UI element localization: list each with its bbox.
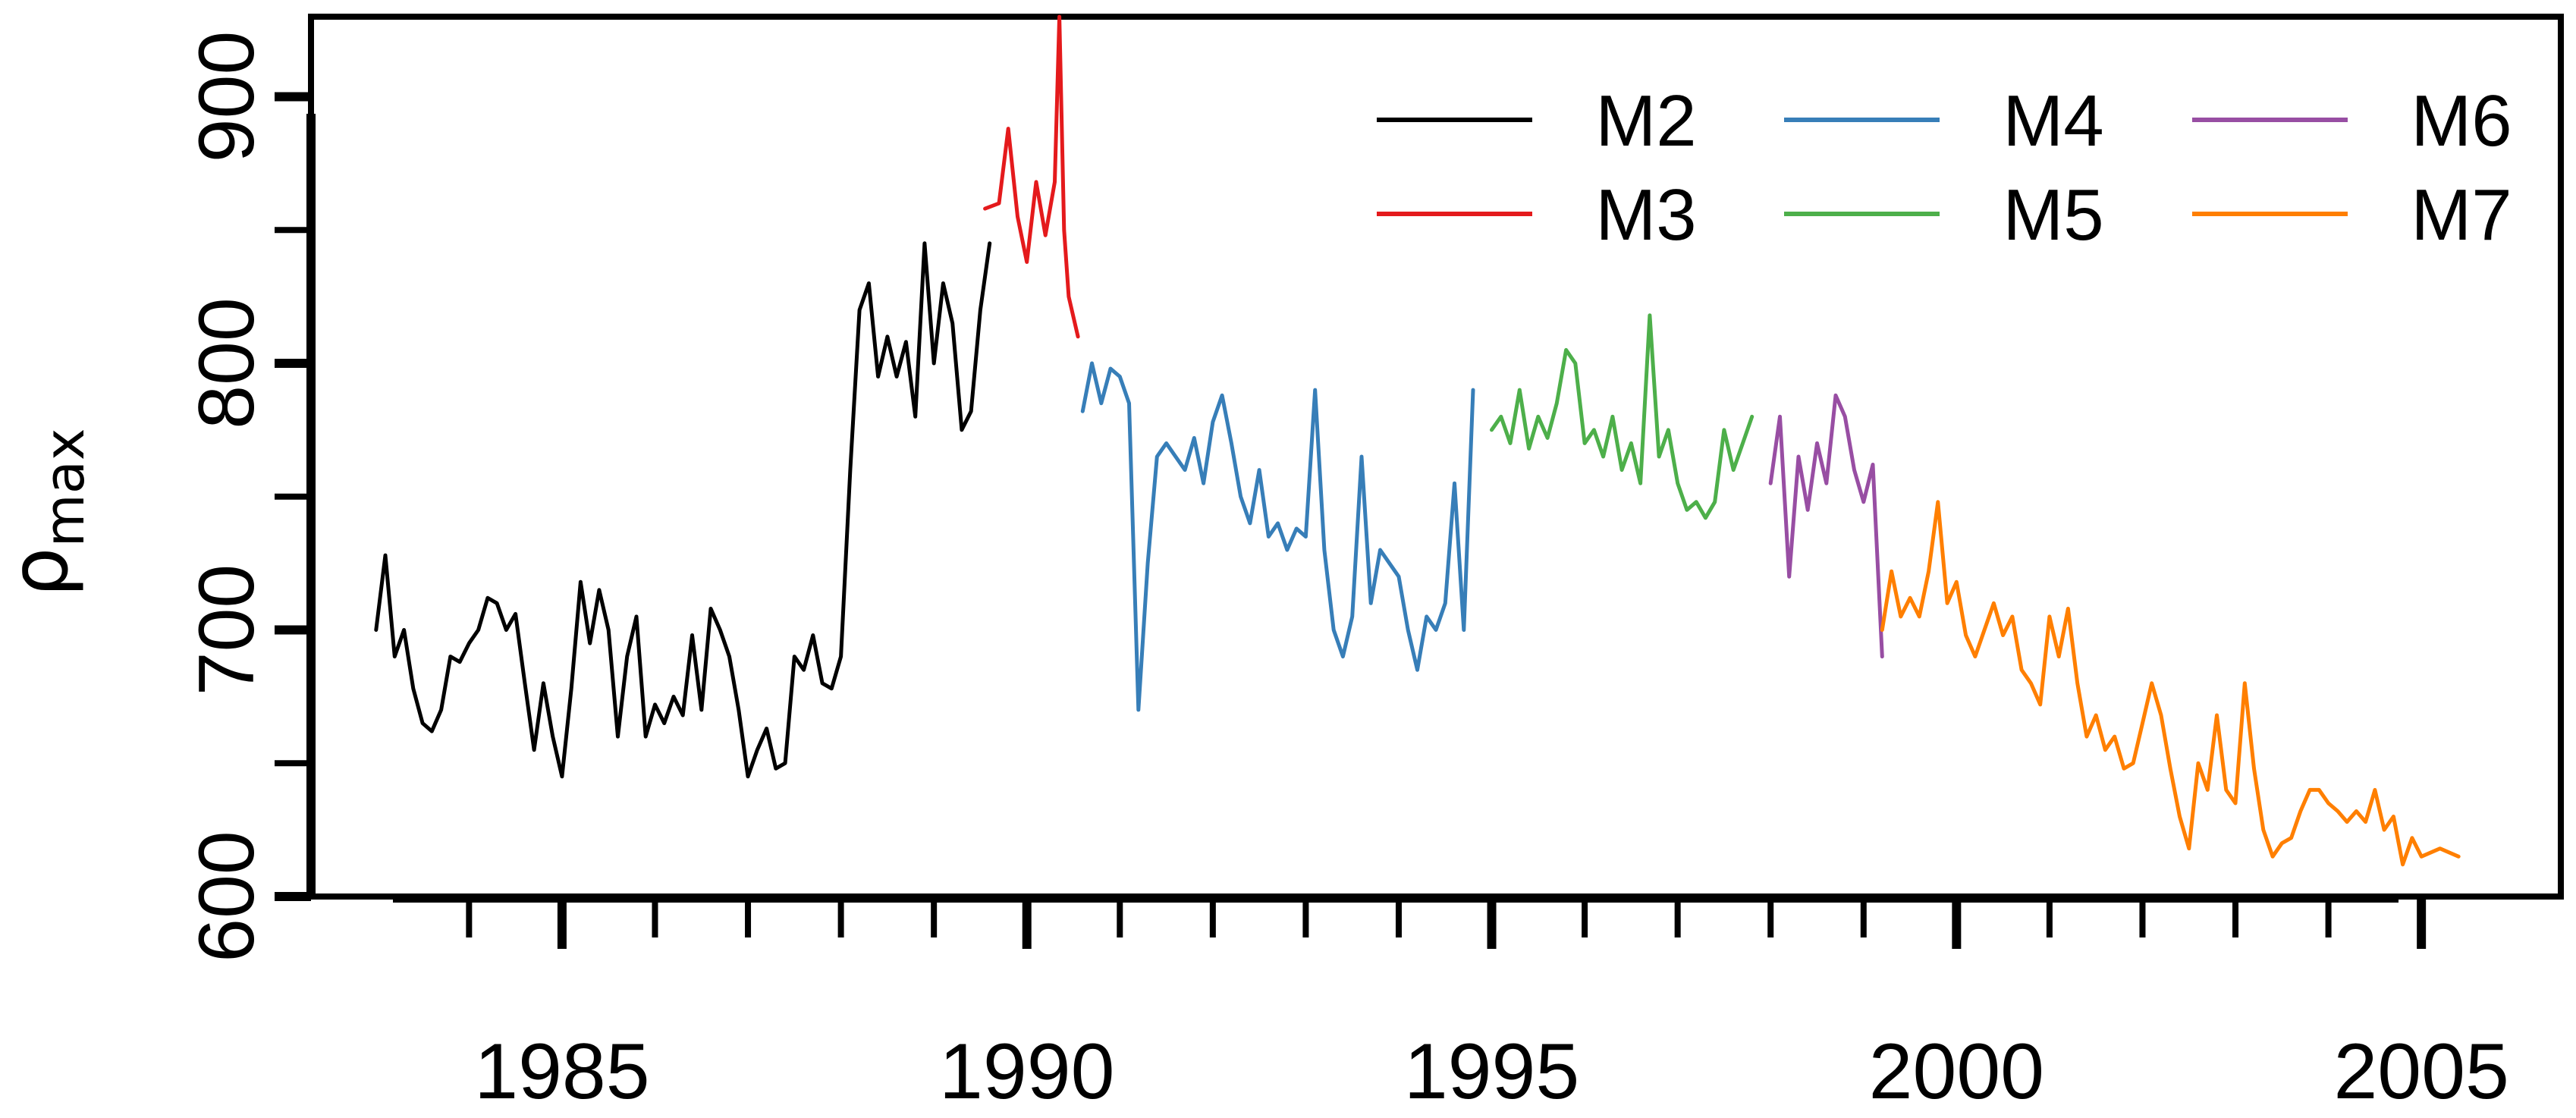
legend: M2 M3 M4 M5 M6 M7	[1377, 80, 2512, 256]
series-line-m4	[1080, 361, 1475, 712]
legend-label-m6: M6	[2411, 80, 2512, 162]
axes: 600 700 800 900 1985 1990 1995 2000 2005	[183, 14, 2564, 1116]
y-axis-label: ρmax	[0, 429, 96, 598]
legend-label-m4: M4	[2003, 80, 2103, 162]
y-tick-label: 700	[183, 564, 271, 696]
legend-label-m3: M3	[1595, 174, 1696, 256]
x-tick-label: 2005	[2333, 1028, 2508, 1116]
series-line-m6	[1768, 393, 1884, 659]
y-tick-label: 600	[183, 831, 271, 963]
x-tick-label: 1985	[474, 1028, 649, 1116]
series-lines	[374, 14, 2461, 867]
x-tick-label: 1995	[1404, 1028, 1579, 1116]
legend-label-m2: M2	[1595, 80, 1696, 162]
x-tick-label: 1990	[939, 1028, 1114, 1116]
y-tick-label: 900	[183, 31, 271, 163]
legend-label-m7: M7	[2411, 174, 2512, 256]
y-axis-label-subscript: max	[33, 429, 96, 548]
series-line-m2	[374, 241, 992, 779]
series-line-m5	[1490, 313, 1755, 520]
x-tick-label: 2000	[1869, 1028, 2044, 1116]
series-line-m7	[1880, 500, 2461, 867]
series-line-m3	[983, 14, 1080, 339]
y-axis-label-symbol: ρ	[0, 547, 86, 597]
y-tick-label: 800	[183, 297, 271, 429]
legend-label-m5: M5	[2003, 174, 2103, 256]
